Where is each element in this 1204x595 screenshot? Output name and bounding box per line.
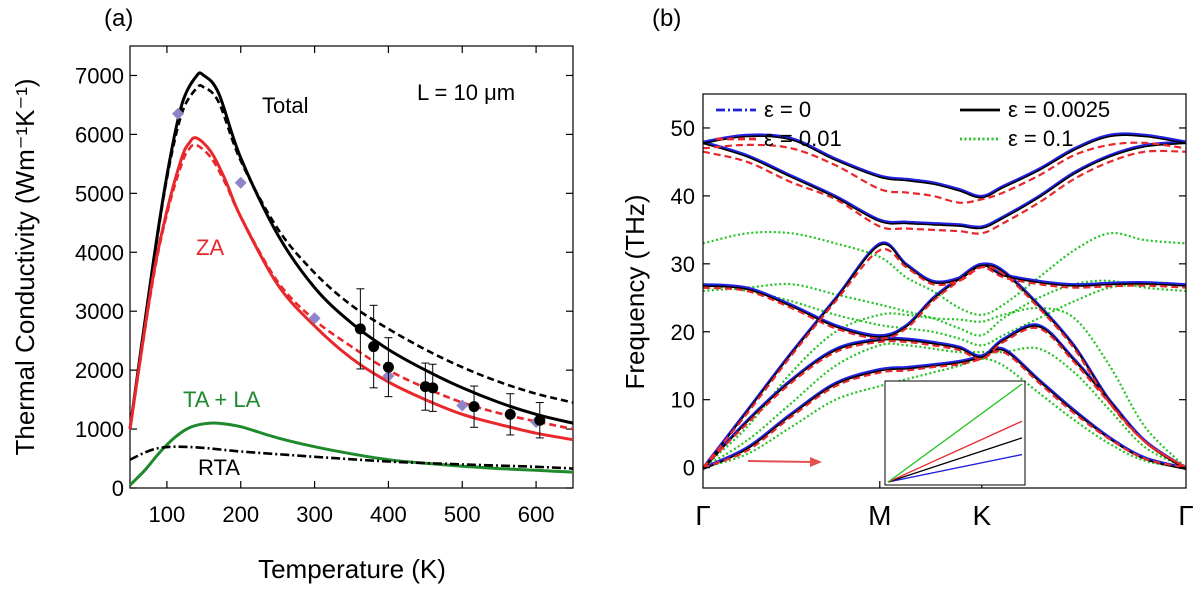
y-tick-label: 0 — [112, 476, 124, 501]
x-tick-label: M — [868, 500, 891, 531]
arrow-shaft — [747, 460, 813, 463]
panel-a-experimental — [171, 107, 546, 439]
band-strain-0p01-branch-3 — [702, 266, 1187, 340]
label-tala: TA + LA — [183, 387, 261, 412]
y-tick-label: 5000 — [75, 181, 124, 206]
panel-a-x-axis: 100 200 300 400 500 600 — [149, 46, 555, 527]
x-tick-label: 100 — [149, 502, 186, 527]
diamond-point — [308, 312, 321, 325]
y-tick-label: 0 — [683, 456, 695, 481]
circle-point — [468, 401, 480, 413]
panel-a: (a) 0 1000 2000 3000 4000 5000 6000 7000 100 200… — [10, 5, 574, 584]
inset-arrow — [747, 457, 822, 467]
x-tick-label: 400 — [370, 502, 407, 527]
circle-point — [504, 408, 516, 420]
series-total-dashed — [128, 84, 574, 430]
y-tick-label: 30 — [671, 252, 695, 277]
circle-point — [354, 323, 366, 335]
panel-b-legend: ε = 0 ε = 0.0025 ε = 0.01 ε = 0.1 — [716, 97, 1110, 151]
band-strain-0p01-branch-0 — [702, 350, 1187, 469]
y-tick-label: 40 — [671, 184, 695, 209]
y-tick-label: 3000 — [75, 299, 124, 324]
label-za: ZA — [196, 235, 224, 260]
y-tick-label: 7000 — [75, 63, 124, 88]
panel-a-y-axis: 0 1000 2000 3000 4000 5000 6000 7000 — [75, 63, 573, 501]
arrow-head — [810, 457, 822, 467]
series-ta-la — [128, 421, 574, 487]
band-strain-0-branch-3 — [702, 262, 1187, 337]
band-strain-0-branch-0 — [702, 346, 1187, 469]
circle-point — [534, 414, 546, 426]
y-tick-label: 1000 — [75, 417, 124, 442]
y-tick-label: 50 — [671, 116, 695, 141]
inset-lines — [887, 383, 1023, 483]
legend-label: ε = 0.0025 — [1008, 97, 1110, 122]
panel-b-frame — [702, 93, 1187, 489]
band-strain-0p01-branch-1 — [702, 326, 1187, 469]
y-tick-label: 2000 — [75, 358, 124, 383]
x-tick-label: 200 — [222, 502, 259, 527]
panel-a-ylabel: Thermal Conductivity (Wm⁻¹K⁻¹) — [10, 78, 40, 455]
y-tick-label: 6000 — [75, 122, 124, 147]
circle-point — [368, 341, 380, 353]
inset-line — [887, 383, 1023, 483]
inset-line — [887, 453, 1023, 483]
diamond-point — [171, 107, 184, 120]
x-tick-label: Γ — [1178, 500, 1193, 531]
band-strain-0p01-branch-5 — [702, 141, 1187, 204]
x-tick-label: K — [972, 500, 991, 531]
panel-b-bands — [702, 132, 1187, 471]
inset-line — [887, 420, 1023, 483]
band-strain-0p01-branch-4 — [702, 149, 1187, 235]
series-total — [128, 71, 574, 430]
x-tick-label: Γ — [695, 500, 710, 531]
band-strain-0-branch-4 — [702, 140, 1187, 228]
diamond-point — [456, 399, 469, 412]
band-strain-0p1-branch-1 — [702, 342, 1187, 469]
legend-label: ε = 0.1 — [1008, 126, 1073, 151]
band-strain-0p1-branch-2 — [702, 306, 1187, 469]
circle-point — [382, 361, 394, 373]
legend-label: ε = 0.01 — [764, 126, 842, 151]
inset — [884, 380, 1026, 486]
panel-a-xlabel: Temperature (K) — [258, 554, 446, 584]
series-za-dashed — [128, 143, 574, 431]
panel-a-series — [128, 71, 574, 487]
band-strain-0p0025-branch-4 — [702, 142, 1187, 230]
x-tick-label: 500 — [444, 502, 481, 527]
annotation-length: L = 10 μm — [417, 80, 515, 105]
series-rta — [129, 445, 574, 470]
panel-a-label: (a) — [104, 5, 133, 32]
y-tick-label: 10 — [671, 388, 695, 413]
band-strain-0p0025-branch-5 — [702, 134, 1187, 199]
diamond-point — [234, 176, 247, 189]
band-strain-0p1-branch-3 — [702, 230, 1187, 316]
panel-a-frame — [129, 45, 574, 489]
y-tick-label: 20 — [671, 320, 695, 345]
series-za — [128, 136, 574, 442]
inset-line — [887, 437, 1023, 483]
band-strain-0p1-branch-0 — [702, 357, 1187, 469]
band-strain-0p1-branch-4 — [702, 279, 1187, 337]
panel-b-y-axis: 0 10 20 30 40 50 — [671, 116, 1186, 481]
band-strain-0-branch-5 — [702, 132, 1187, 198]
panel-b-label: (b) — [652, 5, 681, 32]
y-tick-label: 4000 — [75, 240, 124, 265]
label-total: Total — [262, 93, 308, 118]
x-tick-label: 600 — [518, 502, 555, 527]
band-strain-0p0025-branch-3 — [702, 264, 1187, 338]
circle-point — [427, 382, 439, 394]
label-rta: RTA — [198, 455, 240, 480]
legend-label: ε = 0 — [764, 97, 811, 122]
x-tick-label: 300 — [296, 502, 333, 527]
band-strain-0-branch-1 — [702, 323, 1187, 469]
band-strain-0p1-branch-5 — [702, 282, 1187, 347]
panel-b-ylabel: Frequency (THz) — [620, 194, 650, 389]
